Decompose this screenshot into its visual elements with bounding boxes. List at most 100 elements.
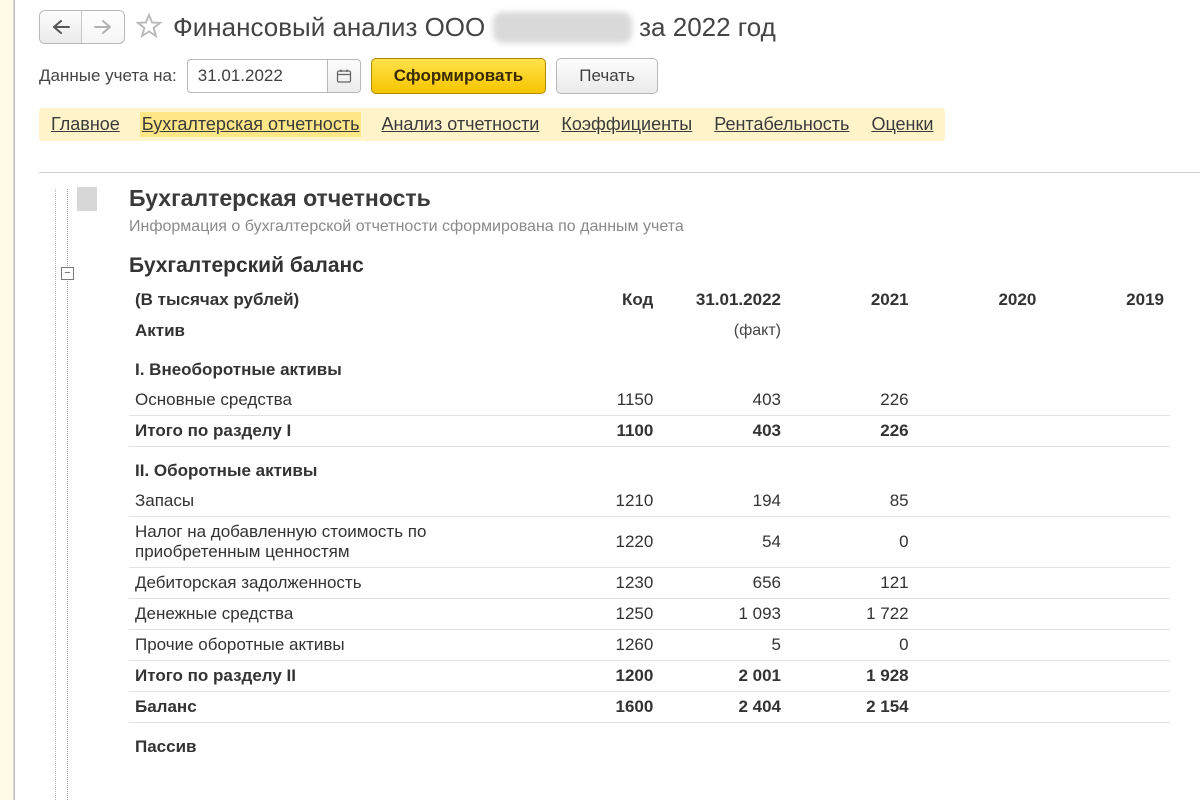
row-y3 bbox=[1042, 661, 1170, 692]
col-code: Код bbox=[541, 284, 659, 316]
col-2021: 2021 bbox=[787, 284, 915, 316]
row-cur: 403 bbox=[659, 385, 787, 416]
row-y1: 226 bbox=[787, 416, 915, 447]
section-title: Бухгалтерская отчетность bbox=[129, 185, 1170, 212]
row-name: Дебиторская задолженность bbox=[129, 568, 541, 599]
row-code: 1600 bbox=[541, 692, 659, 723]
row-y2 bbox=[915, 486, 1043, 517]
row-y3 bbox=[1042, 416, 1170, 447]
row-cur: 1 093 bbox=[659, 599, 787, 630]
table-row: Прочие оборотные активы126050 bbox=[129, 630, 1170, 661]
row-name: Основные средства bbox=[129, 385, 541, 416]
fact-sublabel: (факт) bbox=[659, 316, 787, 346]
title-blurred-name: «Пример» bbox=[493, 12, 632, 43]
calendar-icon bbox=[336, 68, 352, 84]
row-y1: 1 928 bbox=[787, 661, 915, 692]
print-button[interactable]: Печать bbox=[556, 58, 658, 94]
row-y3 bbox=[1042, 486, 1170, 517]
row-y1: 2 154 bbox=[787, 692, 915, 723]
col-2020: 2020 bbox=[915, 284, 1043, 316]
report-content: Бухгалтерская отчетность Информация о бу… bbox=[87, 185, 1200, 762]
balance-title: Бухгалтерский баланс bbox=[129, 254, 1170, 278]
row-y3 bbox=[1042, 630, 1170, 661]
row-cur: 2 404 bbox=[659, 692, 787, 723]
title-suffix: за 2022 год bbox=[639, 12, 776, 42]
collapse-toggle[interactable]: − bbox=[61, 267, 74, 280]
section-header-row: II. Оборотные активы bbox=[129, 447, 1170, 487]
table-row: Налог на добавленную стоимость по приобр… bbox=[129, 517, 1170, 568]
arrow-right-icon bbox=[94, 20, 112, 34]
row-name: Итого по разделу I bbox=[129, 416, 541, 447]
row-code: 1220 bbox=[541, 517, 659, 568]
row-code: 1200 bbox=[541, 661, 659, 692]
row-name: Баланс bbox=[129, 692, 541, 723]
row-y2 bbox=[915, 692, 1043, 723]
table-row: Итого по разделу I1100403226 bbox=[129, 416, 1170, 447]
liability-header: Пассив bbox=[129, 723, 1170, 763]
tab-0[interactable]: Главное bbox=[49, 112, 122, 137]
row-y2 bbox=[915, 385, 1043, 416]
row-code: 1210 bbox=[541, 486, 659, 517]
date-field-wrap bbox=[187, 59, 361, 93]
tab-1[interactable]: Бухгалтерская отчетность bbox=[140, 112, 362, 137]
date-input[interactable] bbox=[187, 59, 327, 93]
row-y3 bbox=[1042, 385, 1170, 416]
row-y3 bbox=[1042, 599, 1170, 630]
row-name: Денежные средства bbox=[129, 599, 541, 630]
row-cur: 403 bbox=[659, 416, 787, 447]
row-y1: 121 bbox=[787, 568, 915, 599]
nav-forward-button[interactable] bbox=[82, 11, 124, 43]
table-row: Дебиторская задолженность1230656121 bbox=[129, 568, 1170, 599]
nav-back-button[interactable] bbox=[40, 11, 82, 43]
row-cur: 656 bbox=[659, 568, 787, 599]
row-code: 1100 bbox=[541, 416, 659, 447]
asset-header: Актив bbox=[129, 316, 541, 346]
col-2019: 2019 bbox=[1042, 284, 1170, 316]
arrow-left-icon bbox=[52, 20, 70, 34]
nav-group bbox=[39, 10, 125, 44]
row-y1: 0 bbox=[787, 517, 915, 568]
row-y2 bbox=[915, 599, 1043, 630]
col-units: (В тысячах рублей) bbox=[129, 284, 541, 316]
table-row: Итого по разделу II12002 0011 928 bbox=[129, 661, 1170, 692]
section-title-text: Бухгалтерская отчетность bbox=[129, 185, 431, 211]
row-cur: 5 bbox=[659, 630, 787, 661]
row-y1: 85 bbox=[787, 486, 915, 517]
section-name: II. Оборотные активы bbox=[129, 447, 1170, 487]
generate-button[interactable]: Сформировать bbox=[371, 58, 547, 94]
col-current: 31.01.2022 bbox=[659, 284, 787, 316]
row-code: 1230 bbox=[541, 568, 659, 599]
tab-2[interactable]: Анализ отчетности bbox=[379, 112, 541, 137]
title-prefix: Финансовый анализ ООО bbox=[173, 12, 485, 42]
row-name: Прочие оборотные активы bbox=[129, 630, 541, 661]
row-y3 bbox=[1042, 692, 1170, 723]
tab-4[interactable]: Рентабельность bbox=[712, 112, 851, 137]
left-panel-stub bbox=[0, 0, 14, 800]
tab-5[interactable]: Оценки bbox=[869, 112, 935, 137]
row-y2 bbox=[915, 517, 1043, 568]
row-y1: 1 722 bbox=[787, 599, 915, 630]
report-area: − Бухгалтерская отчетность Информация о … bbox=[39, 172, 1200, 800]
table-row: Основные средства1150403226 bbox=[129, 385, 1170, 416]
date-picker-button[interactable] bbox=[327, 59, 361, 93]
row-y3 bbox=[1042, 568, 1170, 599]
app-window: Финансовый анализ ООО «Пример» за 2022 г… bbox=[14, 0, 1200, 800]
section-header-row: I. Внеоборотные активы bbox=[129, 346, 1170, 385]
controls-row: Данные учета на: Сформировать Печать bbox=[15, 50, 1200, 108]
row-cur: 54 bbox=[659, 517, 787, 568]
row-y3 bbox=[1042, 517, 1170, 568]
date-label: Данные учета на: bbox=[39, 66, 177, 86]
section-desc: Информация о бухгалтерской отчетности сф… bbox=[129, 218, 1170, 236]
page-title: Финансовый анализ ООО «Пример» за 2022 г… bbox=[173, 12, 776, 43]
row-y2 bbox=[915, 416, 1043, 447]
row-cur: 2 001 bbox=[659, 661, 787, 692]
table-row: Баланс16002 4042 154 bbox=[129, 692, 1170, 723]
tab-3[interactable]: Коэффициенты bbox=[559, 112, 694, 137]
row-y2 bbox=[915, 568, 1043, 599]
row-name: Запасы bbox=[129, 486, 541, 517]
liability-header-row: Пассив bbox=[129, 723, 1170, 763]
table-header-row: (В тысячах рублей) Код 31.01.2022 2021 2… bbox=[129, 284, 1170, 316]
row-code: 1260 bbox=[541, 630, 659, 661]
favorite-star-icon[interactable] bbox=[135, 12, 163, 43]
outline-gutter: − bbox=[39, 173, 87, 800]
